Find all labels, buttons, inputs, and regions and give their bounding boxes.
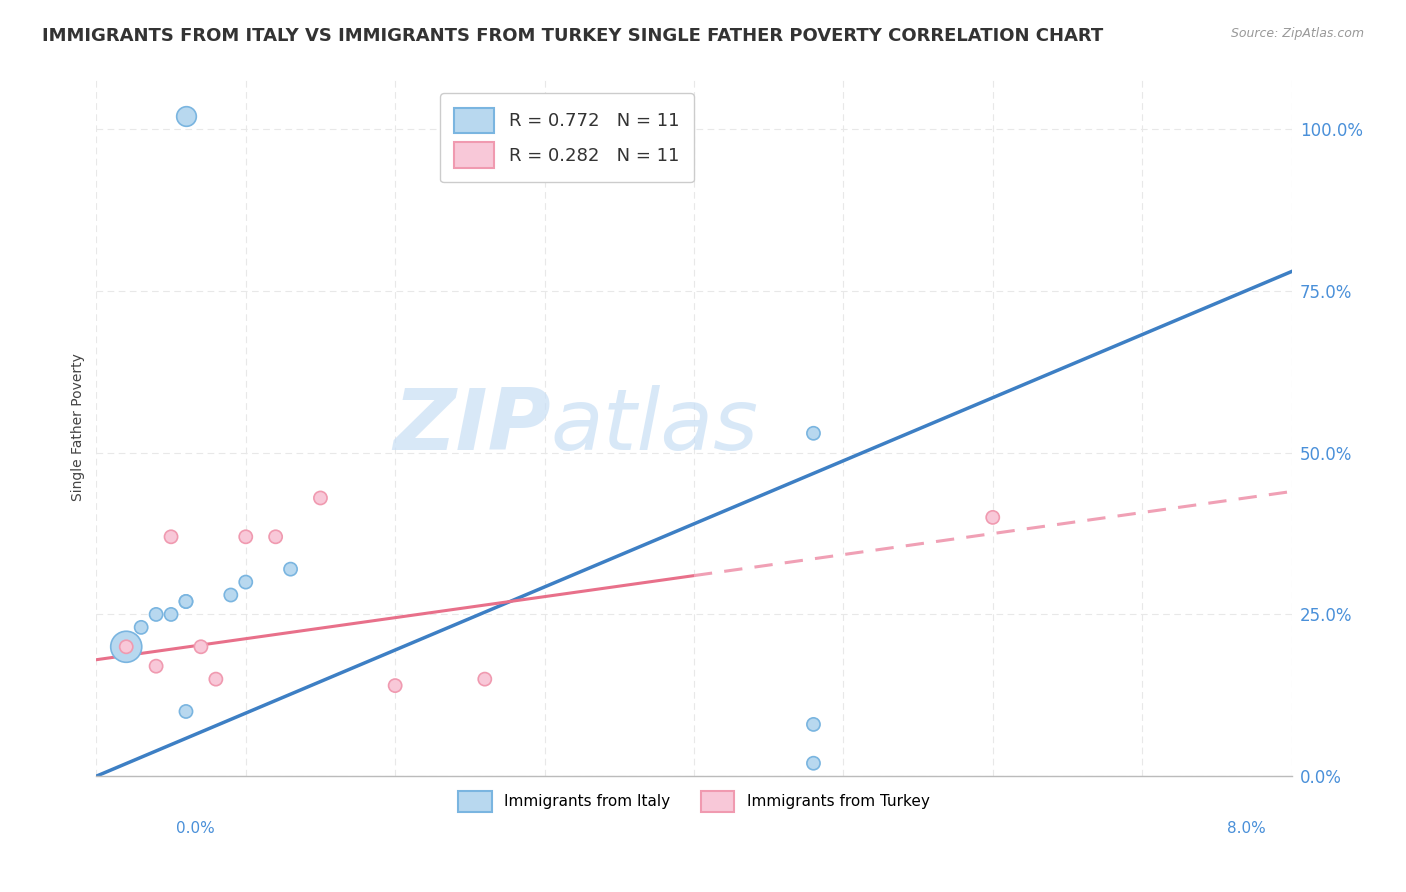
Point [205,672,228,686]
Point [115,640,138,654]
Point [264,530,287,544]
Point [174,109,197,123]
Text: Source: ZipAtlas.com: Source: ZipAtlas.com [1230,27,1364,40]
Point [280,562,302,576]
Point [129,620,152,634]
Point [190,640,212,654]
Point [235,530,257,544]
Point [235,575,257,590]
Point [160,607,183,622]
Point [174,705,197,719]
Point [803,426,825,441]
Point [803,756,825,771]
Point [174,594,197,608]
Point [145,607,167,622]
Text: ZIP: ZIP [392,385,551,468]
Point [981,510,1004,524]
Text: 8.0%: 8.0% [1226,821,1265,836]
Point [174,594,197,608]
Point [474,672,496,686]
Point [219,588,242,602]
Point [384,679,406,693]
Text: 0.0%: 0.0% [176,821,215,836]
Legend: Immigrants from Italy, Immigrants from Turkey: Immigrants from Italy, Immigrants from T… [446,779,942,824]
Point [309,491,332,505]
Point [160,530,183,544]
Point [115,640,138,654]
Point [145,659,167,673]
Y-axis label: Single Father Poverty: Single Father Poverty [72,353,86,500]
Point [803,717,825,731]
Text: IMMIGRANTS FROM ITALY VS IMMIGRANTS FROM TURKEY SINGLE FATHER POVERTY CORRELATIO: IMMIGRANTS FROM ITALY VS IMMIGRANTS FROM… [42,27,1104,45]
Text: atlas: atlas [551,385,758,468]
